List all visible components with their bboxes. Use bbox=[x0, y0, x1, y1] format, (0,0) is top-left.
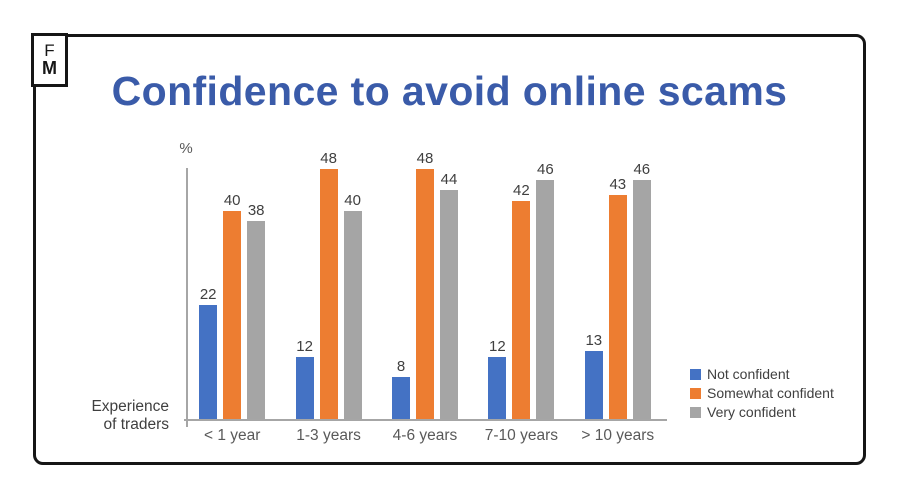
x-axis-category-label: > 10 years bbox=[581, 427, 655, 444]
legend-label: Somewhat confident bbox=[707, 385, 834, 401]
legend-swatch-icon bbox=[690, 387, 701, 399]
fm-logo-letter-f: F bbox=[44, 40, 55, 60]
bar-value-label: 44 bbox=[440, 171, 458, 189]
bar: 22 bbox=[199, 286, 218, 419]
legend-label: Very confident bbox=[707, 404, 796, 420]
bar-value-label: 40 bbox=[344, 192, 361, 209]
bar-value-label: 38 bbox=[247, 202, 265, 220]
bar: 12 bbox=[295, 338, 314, 419]
bar-value-label: 46 bbox=[537, 160, 554, 178]
bar-value-label: 13 bbox=[585, 332, 603, 350]
bar-value-label: 8 bbox=[396, 358, 406, 376]
bar-value-label: 42 bbox=[513, 181, 530, 199]
bar-value-label: 22 bbox=[199, 285, 217, 303]
bar-value-label: 12 bbox=[296, 337, 313, 355]
x-axis-tick bbox=[186, 421, 188, 427]
bar-value-label: 40 bbox=[223, 192, 241, 209]
bar-value-label: 48 bbox=[416, 150, 434, 168]
legend-swatch-icon bbox=[690, 406, 701, 418]
bar: 48 bbox=[416, 150, 434, 419]
x-axis-caption-line1: Experience bbox=[91, 398, 169, 415]
bar: 48 bbox=[319, 150, 338, 419]
bar: 42 bbox=[512, 182, 531, 419]
bar-value-label: 48 bbox=[320, 150, 337, 168]
x-axis-line bbox=[184, 419, 667, 421]
bar: 12 bbox=[488, 338, 507, 419]
bar-group: 22 40 38 bbox=[199, 192, 266, 419]
x-axis-category-label: 7-10 years bbox=[484, 427, 558, 444]
bar-group: 8 48 44 bbox=[392, 150, 458, 419]
legend-item: Very confident bbox=[690, 404, 834, 420]
y-axis-unit-label: % bbox=[179, 140, 193, 157]
fm-logo-letter-m: M bbox=[42, 58, 57, 79]
bar: 40 bbox=[223, 192, 242, 419]
bar: 44 bbox=[440, 171, 458, 419]
bar-group: 13 43 46 bbox=[584, 161, 651, 419]
legend-swatch-icon bbox=[690, 368, 701, 380]
legend-label: Not confident bbox=[707, 366, 790, 382]
x-axis-caption-line2: of traders bbox=[103, 416, 169, 433]
bar: 38 bbox=[247, 202, 266, 419]
bar: 13 bbox=[584, 332, 603, 419]
fm-logo: F M bbox=[31, 33, 68, 87]
legend: Not confident Somewhat confident Very conf… bbox=[690, 366, 834, 420]
bar-group: 12 42 46 bbox=[488, 161, 555, 419]
bar-value-label: 43 bbox=[609, 176, 627, 194]
bar: 8 bbox=[392, 358, 410, 419]
x-axis-caption: Experience of traders bbox=[56, 398, 169, 434]
legend-item: Not confident bbox=[690, 366, 834, 382]
x-axis-category-label: 1-3 years bbox=[296, 427, 361, 444]
legend-item: Somewhat confident bbox=[690, 385, 834, 401]
y-axis-line bbox=[186, 168, 188, 421]
chart-title: Confidence to avoid online scams bbox=[111, 68, 788, 114]
bar-group: 12 48 40 bbox=[295, 150, 362, 419]
x-axis-category-label: 4-6 years bbox=[392, 427, 458, 444]
chart-card-border bbox=[33, 34, 866, 465]
bar: 43 bbox=[608, 176, 627, 419]
bar-value-label: 12 bbox=[489, 337, 506, 355]
bar: 40 bbox=[343, 192, 362, 419]
x-axis-category-label: < 1 year bbox=[203, 427, 261, 444]
bar: 46 bbox=[536, 161, 555, 419]
bar: 46 bbox=[632, 161, 651, 419]
bar-value-label: 46 bbox=[633, 160, 651, 178]
